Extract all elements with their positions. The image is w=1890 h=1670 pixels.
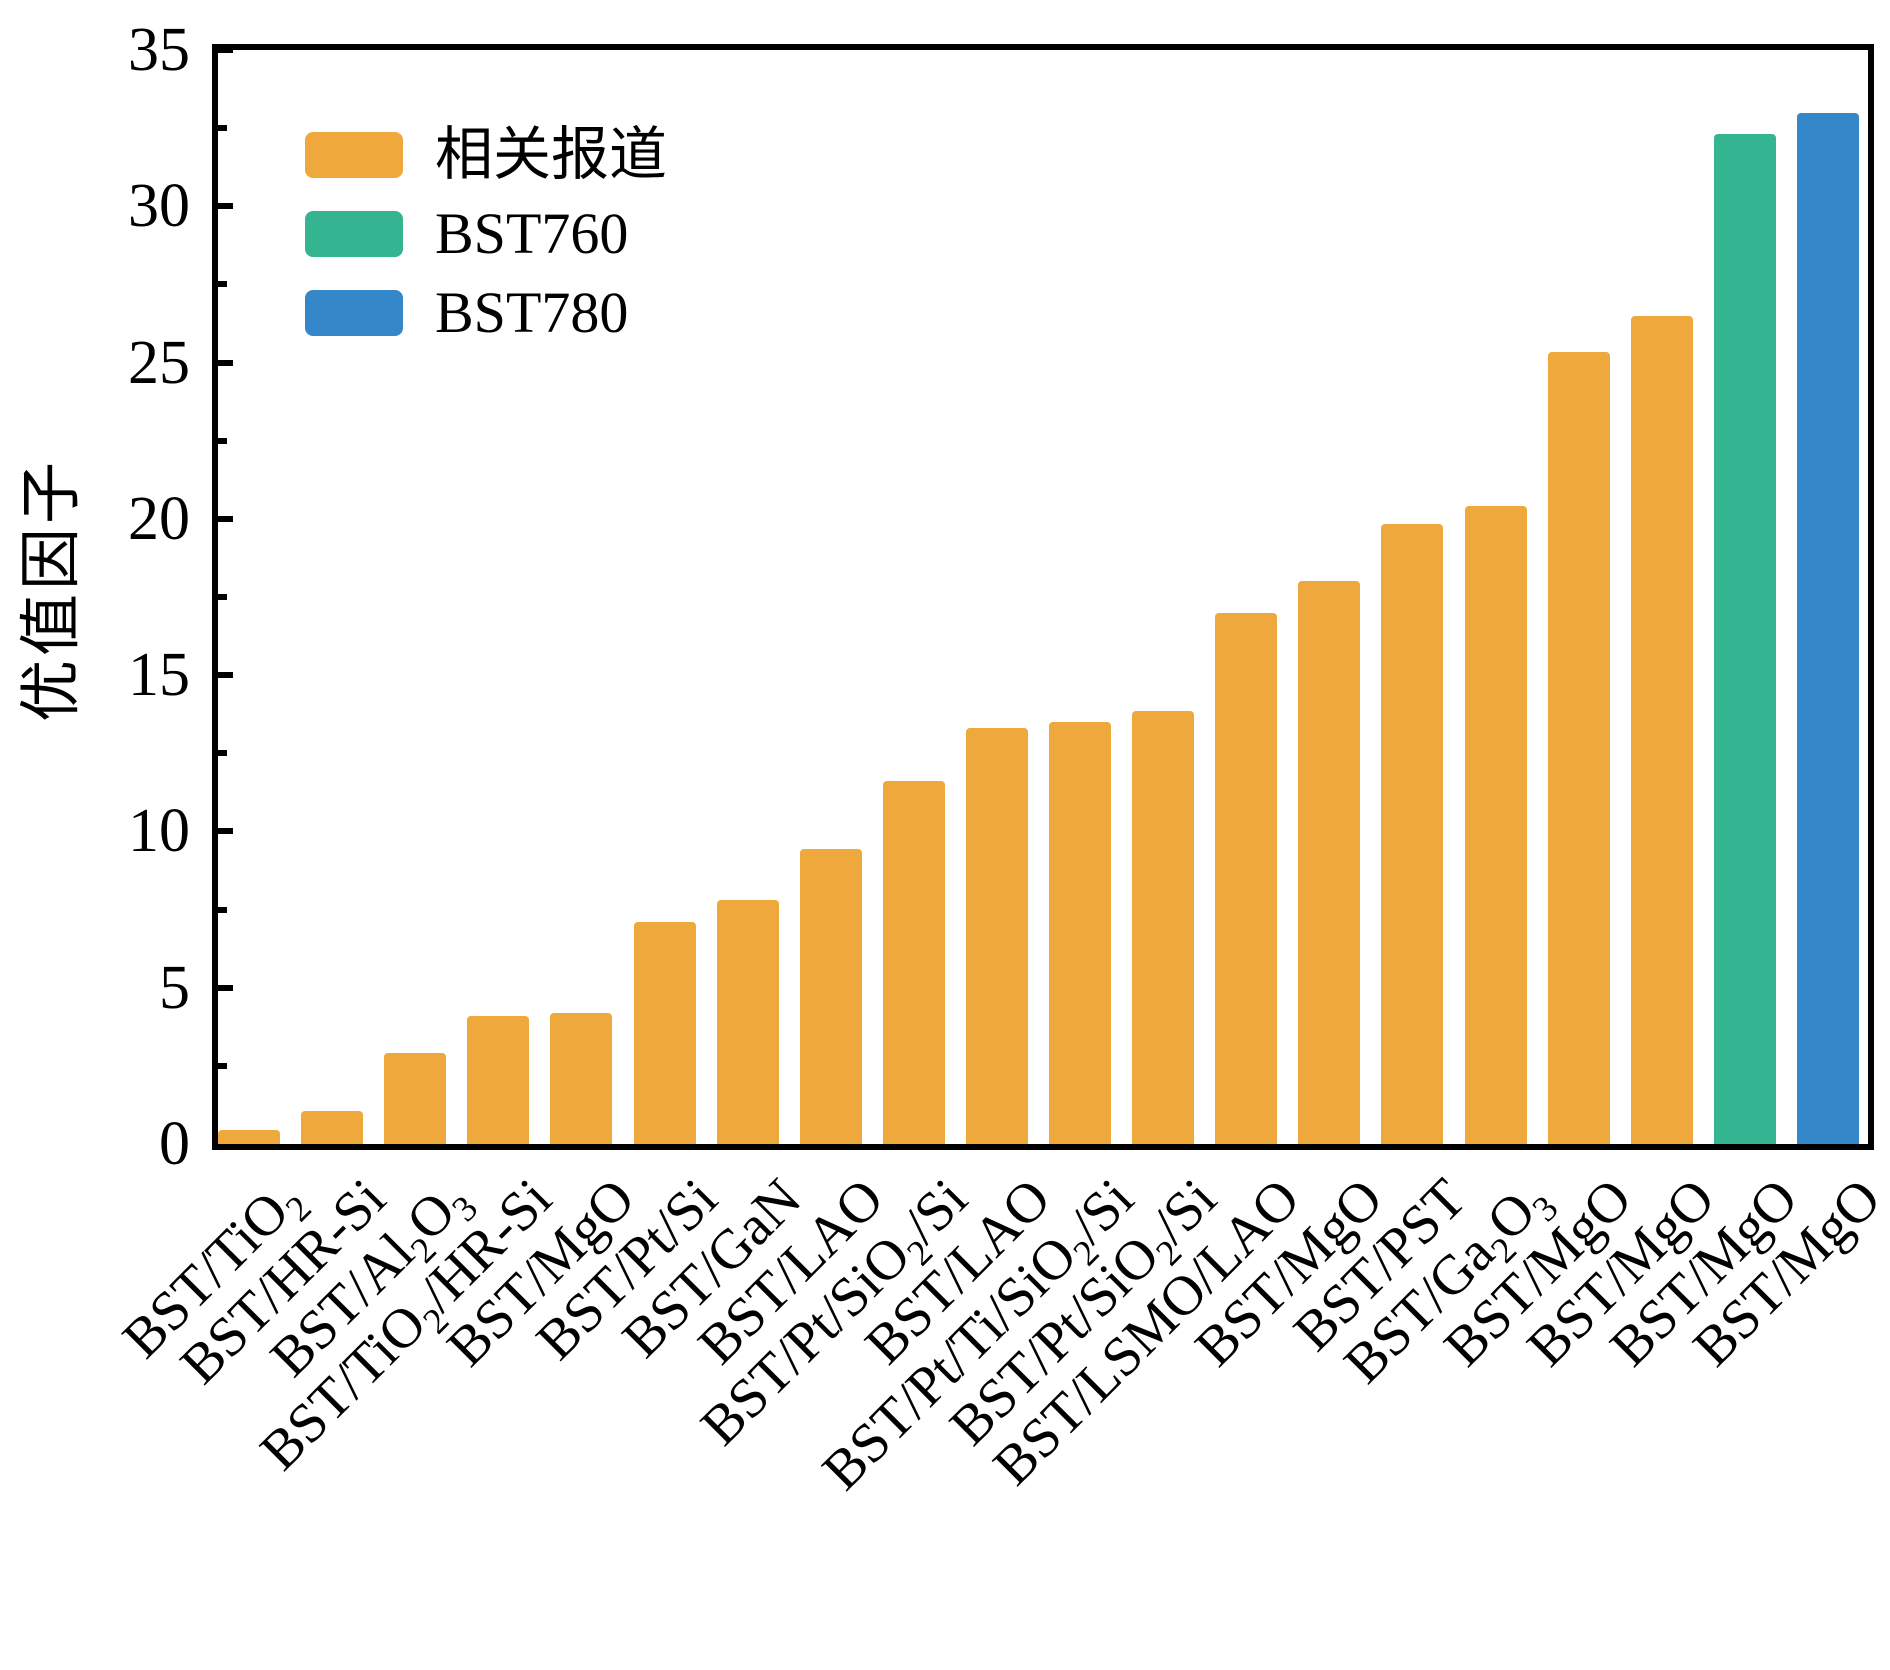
y-axis-major-tick: [218, 203, 233, 210]
bar: [301, 1111, 364, 1144]
y-axis-major-tick: [218, 515, 233, 522]
y-axis-minor-tick: [218, 437, 227, 444]
bar: [1298, 581, 1361, 1144]
legend-label-bst760: BST760: [435, 201, 629, 266]
y-axis-major-tick: [218, 828, 233, 835]
bar: [1381, 523, 1444, 1144]
bar: [1630, 315, 1693, 1144]
y-tick-label: 25: [128, 328, 190, 397]
y-tick-label: 35: [128, 16, 190, 84]
legend-label-bst780: BST780: [435, 280, 629, 345]
bar: [1049, 722, 1111, 1144]
y-axis-major-tick: [218, 984, 233, 991]
y-axis-minor-tick: [218, 1062, 227, 1069]
y-axis-minor-tick: [218, 281, 227, 288]
y-axis-major-tick: [218, 672, 233, 679]
bar: [1215, 612, 1278, 1144]
y-axis-minor-tick: [218, 594, 227, 600]
bar: [218, 1129, 280, 1144]
y-tick-label: 15: [128, 641, 190, 710]
y-axis-major-tick: [218, 1141, 233, 1147]
bar: [1547, 351, 1610, 1144]
y-tick-label: 5: [159, 953, 190, 1022]
plot-area: [212, 44, 1874, 1150]
legend-label-related: 相关报道: [435, 122, 668, 187]
bar: [965, 728, 1028, 1144]
bar: [550, 1012, 613, 1144]
y-tick-label: 20: [128, 484, 190, 553]
bar: [633, 922, 696, 1144]
bar: [1713, 134, 1776, 1144]
y-axis-minor-tick: [218, 750, 227, 757]
y-axis-major-tick: [218, 47, 233, 53]
bar: [1796, 112, 1859, 1144]
bar: [882, 781, 945, 1144]
y-axis-minor-tick: [218, 906, 227, 913]
y-axis-minor-tick: [218, 125, 227, 132]
bar: [384, 1053, 447, 1144]
legend-swatch-bst760: [305, 211, 403, 257]
bar: [467, 1015, 530, 1144]
bar: [716, 900, 779, 1144]
y-axis-major-tick: [218, 359, 233, 366]
bar: [1132, 711, 1195, 1144]
y-tick-label: 0: [159, 1110, 190, 1178]
bar: [799, 848, 862, 1144]
legend-swatch-bst780: [305, 290, 403, 336]
legend-swatch-related: [305, 132, 403, 178]
y-tick-label: 10: [128, 797, 190, 866]
plot-inner: [218, 47, 1868, 1147]
y-tick-label: 30: [128, 172, 190, 241]
bar: [1464, 506, 1527, 1144]
